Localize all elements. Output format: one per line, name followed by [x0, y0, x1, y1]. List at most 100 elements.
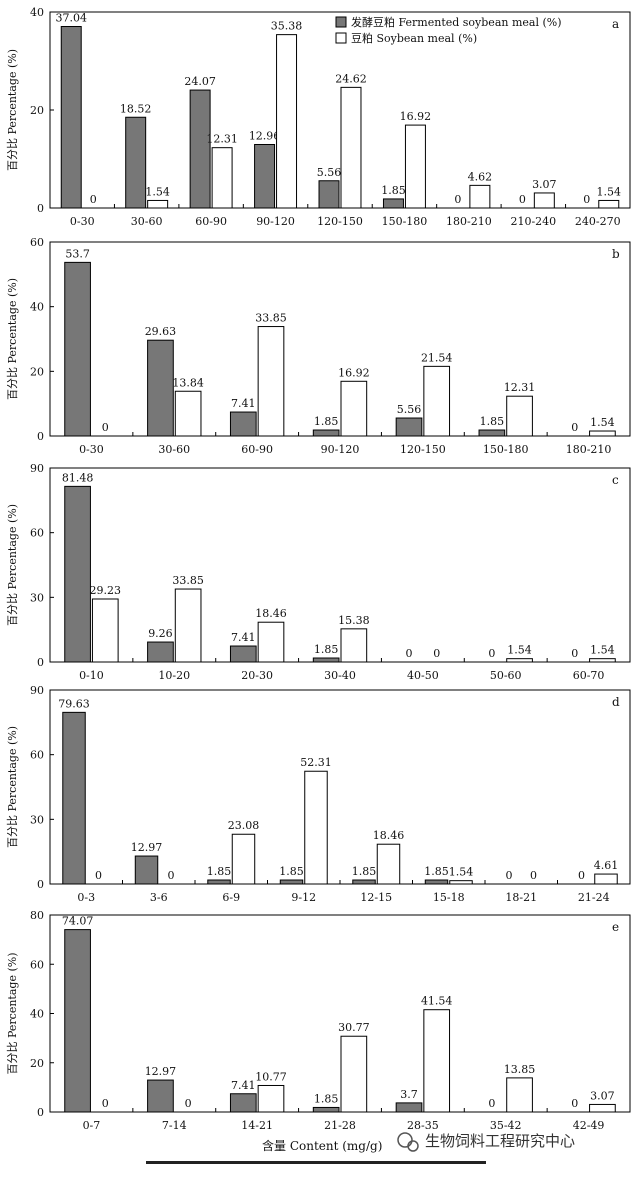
bar-soybean [257, 326, 285, 437]
x-tick-label: 210-240 [510, 215, 556, 228]
y-tick-label: 0 [37, 430, 44, 443]
data-label-soybean: 18.46 [373, 829, 405, 842]
data-label-soybean: 52.31 [300, 756, 332, 769]
bar-soybean [589, 430, 616, 437]
data-label-soybean: 0 [102, 421, 109, 434]
x-tick-label: 30-40 [324, 669, 356, 682]
x-tick-label: 21-24 [578, 891, 610, 904]
y-tick-label: 0 [37, 1106, 44, 1119]
bar-fermented [478, 429, 506, 437]
bar-soybean [340, 86, 362, 209]
data-label-fermented: 74.07 [62, 915, 94, 928]
data-label-soybean: 30.77 [338, 1021, 370, 1034]
bar-fermented [229, 1093, 257, 1113]
bar-soybean [469, 184, 491, 209]
x-tick-label: 12-15 [360, 891, 392, 904]
plot-frame [49, 689, 631, 885]
bar-soybean [376, 843, 401, 885]
y-tick-label: 30 [30, 813, 44, 826]
data-label-fermented: 5.56 [397, 403, 422, 416]
x-tick-label: 150-180 [382, 215, 428, 228]
data-label-soybean: 18.46 [255, 607, 287, 620]
bar-soybean [506, 658, 533, 663]
bar-soybean [594, 873, 618, 885]
bar-soybean [589, 1103, 616, 1113]
chart-panel-b: 0 20 40 60 百分比 Percentage (%) b 0-30 53.7 0 30-60… [6, 236, 631, 456]
data-label-soybean: 15.38 [338, 614, 370, 627]
data-label-fermented: 12.97 [145, 1065, 177, 1078]
bar-soybean [340, 628, 368, 663]
x-tick-label: 90-120 [321, 443, 360, 456]
x-tick-label: 15-18 [433, 891, 465, 904]
data-label-fermented: 1.85 [314, 415, 339, 428]
x-tick-label: 40-50 [407, 669, 439, 682]
data-label-soybean: 33.85 [172, 574, 204, 587]
bar-fermented [382, 198, 404, 209]
bar-fermented [424, 879, 449, 885]
data-label-fermented: 9.26 [148, 627, 173, 640]
data-label-fermented: 1.85 [314, 643, 339, 656]
x-axis-label: 含量 Content (mg/g) [262, 1138, 382, 1153]
bar-fermented [318, 180, 340, 209]
data-label-soybean: 4.61 [594, 859, 619, 872]
x-tick-label: 150-180 [483, 443, 529, 456]
data-label-fermented: 18.52 [120, 102, 152, 115]
data-label-soybean: 0 [433, 647, 440, 660]
bar-fermented [60, 26, 82, 209]
y-tick-label: 20 [30, 104, 44, 117]
data-label-fermented: 1.85 [207, 865, 232, 878]
data-label-soybean: 12.31 [206, 133, 238, 146]
y-tick-label: 40 [30, 6, 44, 19]
bar-fermented [312, 429, 340, 437]
x-tick-label: 7-14 [162, 1119, 187, 1132]
data-label-fermented: 1.85 [352, 865, 377, 878]
data-label-soybean: 23.08 [228, 819, 260, 832]
y-tick-label: 0 [37, 656, 44, 669]
data-label-soybean: 0 [95, 869, 102, 882]
data-label-soybean: 16.92 [400, 110, 432, 123]
bar-soybean [506, 1077, 533, 1113]
bar-soybean [304, 770, 328, 885]
bar-fermented [312, 1106, 340, 1113]
bar-fermented [189, 89, 211, 209]
x-tick-label: 0-10 [79, 669, 104, 682]
data-label-soybean: 1.54 [507, 644, 532, 657]
bar-fermented [64, 929, 91, 1113]
y-tick-label: 20 [30, 1057, 44, 1070]
data-label-soybean: 24.62 [335, 72, 367, 85]
data-label-soybean: 1.54 [590, 644, 615, 657]
x-tick-label: 10-20 [158, 669, 190, 682]
x-tick-label: 35-42 [490, 1119, 522, 1132]
data-label-soybean: 1.54 [145, 185, 170, 198]
panel-letter: a [612, 17, 619, 31]
bar-soybean [449, 880, 473, 885]
bar-fermented [312, 657, 340, 663]
bar-fermented [395, 417, 423, 437]
data-label-soybean: 13.84 [172, 376, 204, 389]
data-label-soybean: 21.54 [421, 351, 453, 364]
chart-panel-c: 0 30 60 90 百分比 Percentage (%) c 0-10 81.48 29.23… [6, 462, 631, 682]
bar-fermented [62, 711, 86, 885]
x-tick-label: 90-120 [256, 215, 295, 228]
bar-fermented [279, 879, 304, 885]
panel-letter: c [612, 473, 619, 487]
data-label-fermented: 0 [506, 869, 513, 882]
data-label-soybean: 41.54 [421, 995, 453, 1008]
data-label-fermented: 0 [571, 1097, 578, 1110]
bar-fermented [352, 879, 376, 885]
data-label-soybean: 29.23 [90, 584, 122, 597]
x-tick-label: 0-3 [77, 891, 95, 904]
data-label-fermented: 0 [519, 193, 526, 206]
data-label-soybean: 0 [90, 193, 97, 206]
x-tick-label: 42-49 [573, 1119, 605, 1132]
y-axis-label: 百分比 Percentage (%) [6, 49, 19, 171]
bar-soybean [211, 147, 233, 209]
x-tick-label: 240-270 [575, 215, 621, 228]
data-label-fermented: 12.96 [249, 129, 281, 142]
x-tick-label: 20-30 [241, 669, 273, 682]
bar-fermented [64, 261, 91, 437]
data-label-soybean: 1.54 [449, 866, 474, 879]
data-label-soybean: 1.54 [597, 185, 622, 198]
x-tick-label: 60-90 [195, 215, 227, 228]
